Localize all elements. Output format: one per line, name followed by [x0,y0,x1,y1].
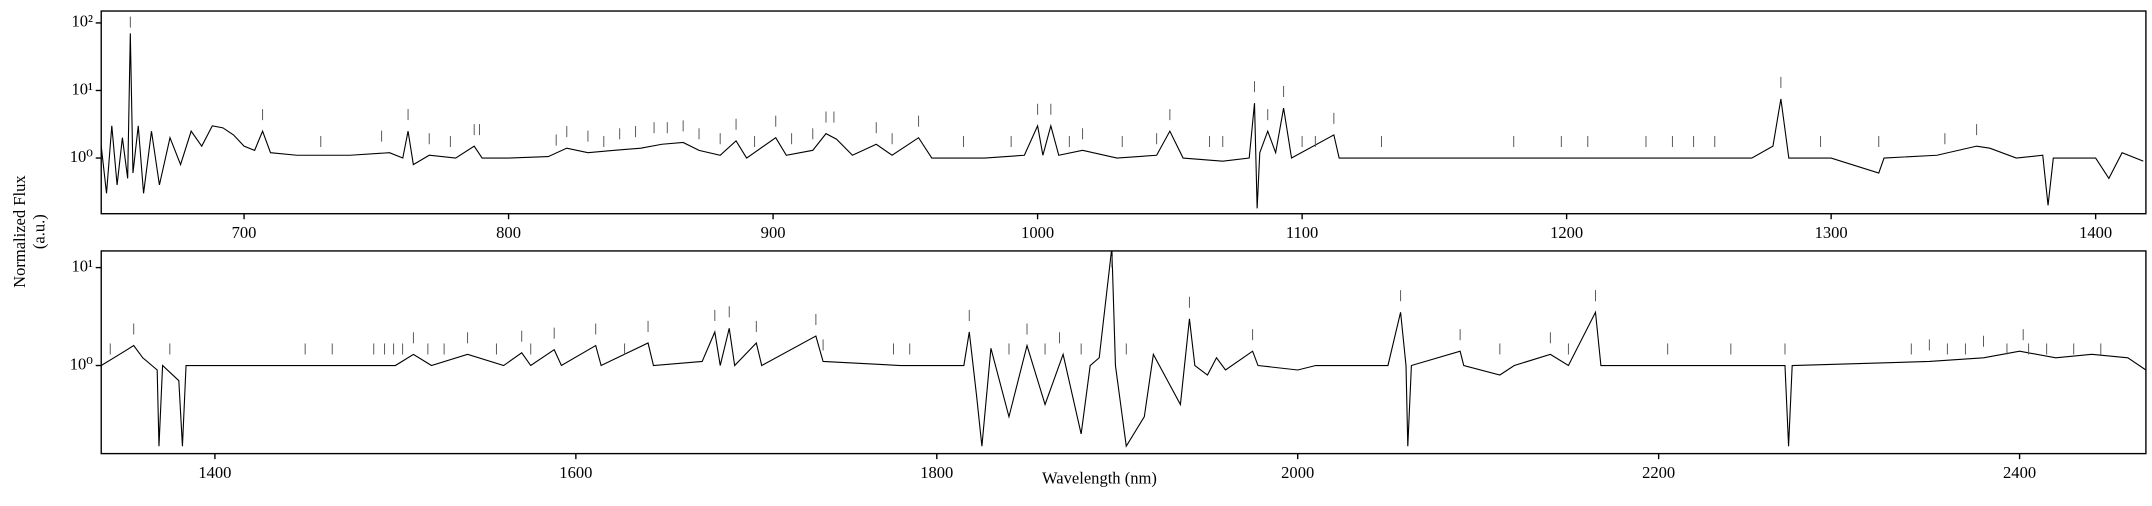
x-tick-label: 2000 [1281,463,1314,482]
y-axis-label-line: Normalized Flux [10,175,29,288]
x-tick-label: 2200 [1642,463,1675,482]
x-tick-label: 1400 [2079,223,2112,242]
y-tick-label: 10² [71,12,93,31]
spectrum-line [101,250,2146,448]
y-tick-label: 10¹ [71,256,93,275]
axes-frame [100,10,2147,215]
x-tick-label: 1600 [559,463,592,482]
x-tick-label: 1400 [198,463,231,482]
x-tick-label: 1100 [1286,223,1318,242]
spectrum-line [101,33,2144,209]
x-tick-label: 900 [761,223,786,242]
x-tick-label: 1200 [1550,223,1583,242]
y-tick-label: 10⁰ [70,147,94,166]
x-tick-label: 1800 [920,463,953,482]
x-axis-label: Wavelength (nm) [1042,469,1157,488]
axes-frame [100,250,2147,455]
y-tick-label: 10⁰ [70,354,94,373]
y-axis-label: Normalized Flux(a.u.) [10,175,48,288]
y-axis-label-line: (a.u.) [29,214,48,249]
x-tick-label: 700 [232,223,257,242]
x-tick-label: 800 [496,223,521,242]
x-tick-label: 1000 [1021,223,1054,242]
y-tick-label: 10¹ [71,79,93,98]
x-tick-label: 1300 [1815,223,1848,242]
x-tick-label: 2400 [2003,463,2036,482]
